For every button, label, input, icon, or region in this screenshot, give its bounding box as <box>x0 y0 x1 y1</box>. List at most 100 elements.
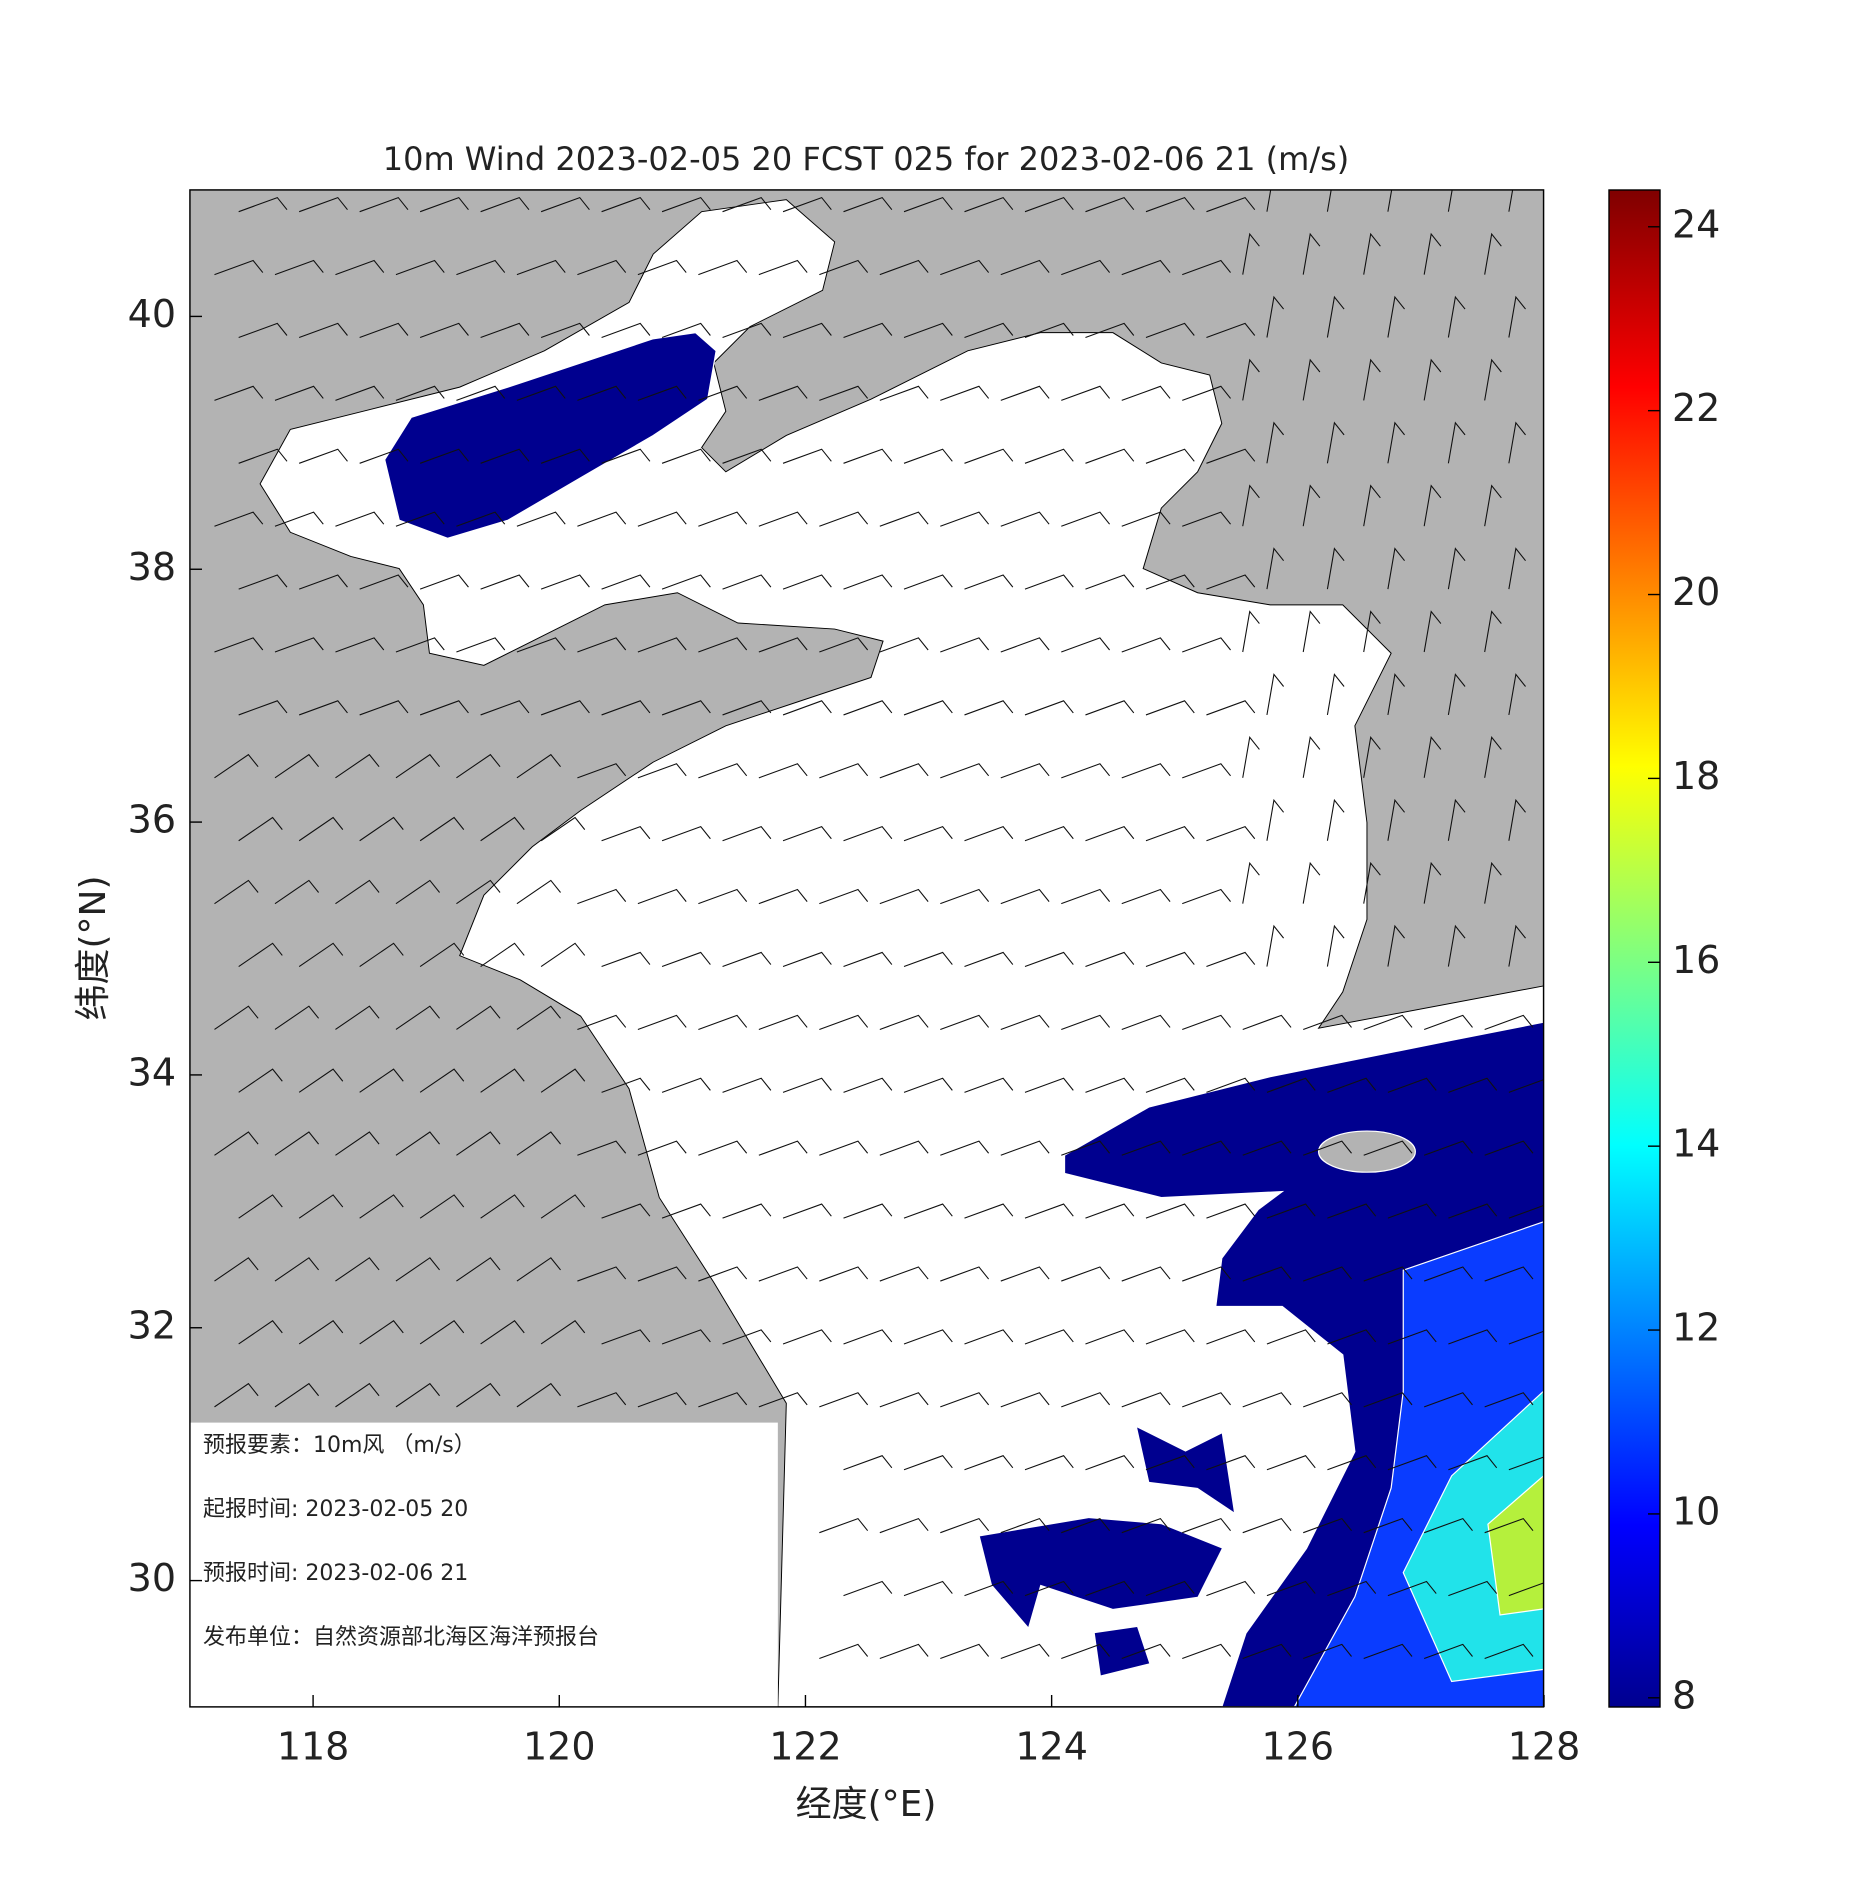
map-area <box>189 189 1545 1708</box>
wind-barb <box>1303 1517 1352 1534</box>
wind-barb <box>395 511 445 527</box>
wind-barb <box>214 385 264 401</box>
wind-barb <box>1508 673 1526 716</box>
wind-barb <box>1363 358 1381 401</box>
wind-barb <box>1266 1455 1316 1471</box>
wind-barb <box>1447 547 1466 590</box>
wind-barb <box>1484 736 1502 778</box>
wind-barb <box>1508 924 1526 967</box>
wind-barb <box>1448 1077 1498 1093</box>
wind-barb <box>637 888 687 905</box>
wind-barb <box>214 1005 259 1030</box>
wind-barb <box>1024 1077 1074 1093</box>
wind-barb <box>698 888 748 905</box>
wind-barb <box>940 1266 990 1282</box>
wind-barb <box>782 196 832 213</box>
wind-barb <box>577 763 627 779</box>
wind-barb <box>274 385 324 401</box>
wind-barb <box>214 511 264 527</box>
colorbar-tick-label: 16 <box>1672 938 1720 982</box>
wind-barb <box>1326 673 1345 716</box>
wind-barb <box>1206 700 1256 716</box>
wind-barb <box>879 259 929 276</box>
wind-barb <box>516 1005 561 1030</box>
wind-barb <box>1085 825 1135 842</box>
y-tick-label: 36 <box>128 798 176 842</box>
wind-barb <box>1024 322 1074 339</box>
wind-barb <box>1484 1392 1534 1408</box>
wind-barb <box>480 942 525 967</box>
wind-barb <box>698 259 748 276</box>
wind-barb <box>1303 1140 1352 1156</box>
y-tick-label: 34 <box>128 1050 176 1094</box>
wind-barb <box>1326 421 1345 464</box>
wind-barb <box>274 753 320 779</box>
wind-barb <box>819 259 869 276</box>
wind-barb <box>843 196 893 213</box>
wind-barb <box>903 825 953 842</box>
wind-barb <box>1363 1266 1413 1282</box>
info-line: 预报时间: 2023-02-06 21 <box>203 1561 468 1586</box>
wind-barb <box>940 1392 990 1408</box>
wind-barb <box>782 951 832 968</box>
wind-barb <box>1508 1079 1544 1093</box>
y-tick-label: 30 <box>128 1556 176 1600</box>
wind-barb <box>1145 1077 1195 1093</box>
wind-barb <box>1363 232 1381 275</box>
wind-barb <box>879 1392 929 1408</box>
wind-barb <box>1303 1643 1352 1660</box>
wind-barb <box>903 574 953 590</box>
wind-barb <box>903 1203 953 1219</box>
wind-barb <box>214 879 259 905</box>
wind-barb <box>1363 484 1381 527</box>
wind-barb <box>577 637 627 653</box>
wind-barb <box>1061 1140 1111 1156</box>
wind-barb <box>577 385 627 401</box>
wind-zone-8 <box>1094 1627 1150 1676</box>
wind-barb <box>1447 798 1466 841</box>
wind-barb <box>940 888 990 905</box>
wind-barb <box>1423 861 1442 904</box>
wind-barb <box>238 816 283 842</box>
wind-barb <box>758 763 808 779</box>
wind-barb <box>1206 951 1256 968</box>
wind-barb <box>1484 1517 1534 1534</box>
wind-barb <box>274 1382 320 1408</box>
wind-barb <box>1266 189 1272 212</box>
wind-barb <box>637 385 687 401</box>
wind-barb <box>1182 385 1231 401</box>
wind-barb <box>819 1643 869 1660</box>
colorbar-tick-label: 12 <box>1672 1306 1720 1350</box>
wind-barb <box>637 1392 687 1408</box>
wind-barb <box>879 637 929 653</box>
wind-barb <box>1145 700 1195 716</box>
wind-barb <box>940 637 990 653</box>
wind-barb <box>1484 1266 1534 1282</box>
wind-barb <box>1242 358 1260 401</box>
wind-barb <box>940 259 990 276</box>
wind-barb <box>395 385 445 401</box>
wind-barb <box>1182 259 1231 276</box>
wind-barb <box>1266 798 1285 841</box>
wind-barb <box>819 1014 869 1030</box>
wind-barb <box>238 700 288 716</box>
wind-barb <box>601 574 651 590</box>
wind-barb <box>1484 610 1502 653</box>
wind-barb <box>1206 196 1256 213</box>
wind-barb <box>1448 1203 1498 1219</box>
wind-barb <box>758 511 808 527</box>
wind-barb <box>1266 1203 1316 1219</box>
wind-barb <box>359 448 409 464</box>
wind-barb <box>819 385 869 401</box>
wind-barb <box>940 385 990 401</box>
wind-barb <box>1447 924 1466 967</box>
wind-barb <box>1121 1643 1171 1660</box>
wind-barb <box>516 259 566 276</box>
wind-barb <box>456 1257 501 1282</box>
wind-barb <box>782 1329 832 1345</box>
wind-barb <box>843 574 893 590</box>
wind-barb <box>940 511 990 527</box>
wind-barb <box>1508 1582 1544 1597</box>
wind-barb <box>758 888 808 905</box>
wind-barb <box>601 196 651 213</box>
